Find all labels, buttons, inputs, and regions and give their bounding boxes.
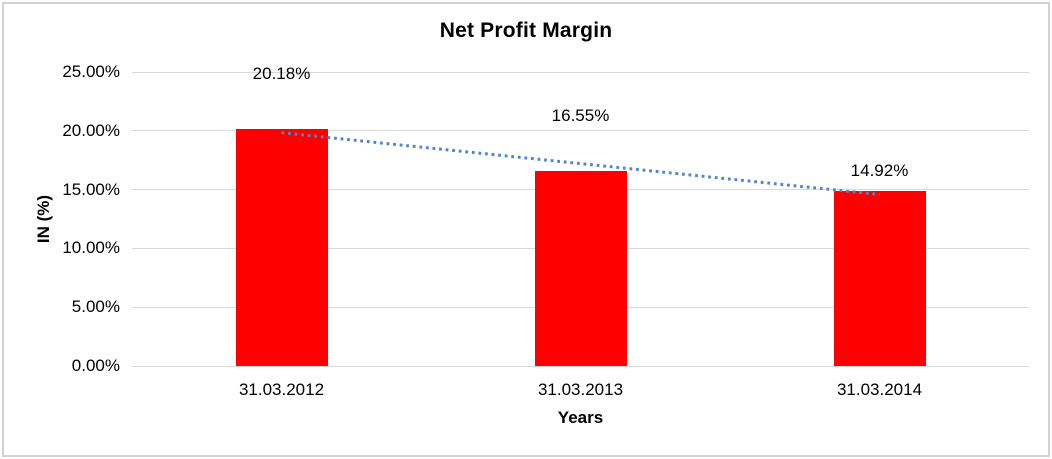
- gridline: [132, 365, 1029, 367]
- y-tick-label: 20.00%: [62, 120, 120, 140]
- data-label: 14.92%: [850, 160, 909, 180]
- gridline: [132, 130, 1029, 132]
- gridline: [132, 71, 1029, 73]
- y-tick-label: 25.00%: [62, 62, 120, 81]
- data-label: 16.55%: [551, 106, 610, 126]
- y-tick-label: 0.00%: [71, 356, 120, 375]
- y-tick-label: 10.00%: [62, 238, 120, 258]
- y-axis-title-label: IN (%): [34, 194, 54, 244]
- x-tick-label: 31.03.2014: [836, 380, 923, 399]
- bar: [833, 190, 926, 366]
- y-tick-label: 15.00%: [62, 179, 120, 199]
- data-label: 20.18%: [252, 63, 311, 83]
- bar: [235, 128, 328, 366]
- x-tick-label: 31.03.2013: [537, 380, 624, 399]
- bar: [534, 171, 627, 366]
- trendline: [281, 131, 880, 197]
- x-tick-label: 31.03.2012: [238, 380, 325, 399]
- y-tick-label: 5.00%: [71, 297, 120, 317]
- chart-title: Net Profit Margin: [439, 19, 613, 42]
- x-axis-title: Years: [557, 408, 604, 427]
- plot-area: 0.00% 5.00% 10.00% 15.00% 20.00% 25.00% 20.18%…: [62, 62, 1029, 399]
